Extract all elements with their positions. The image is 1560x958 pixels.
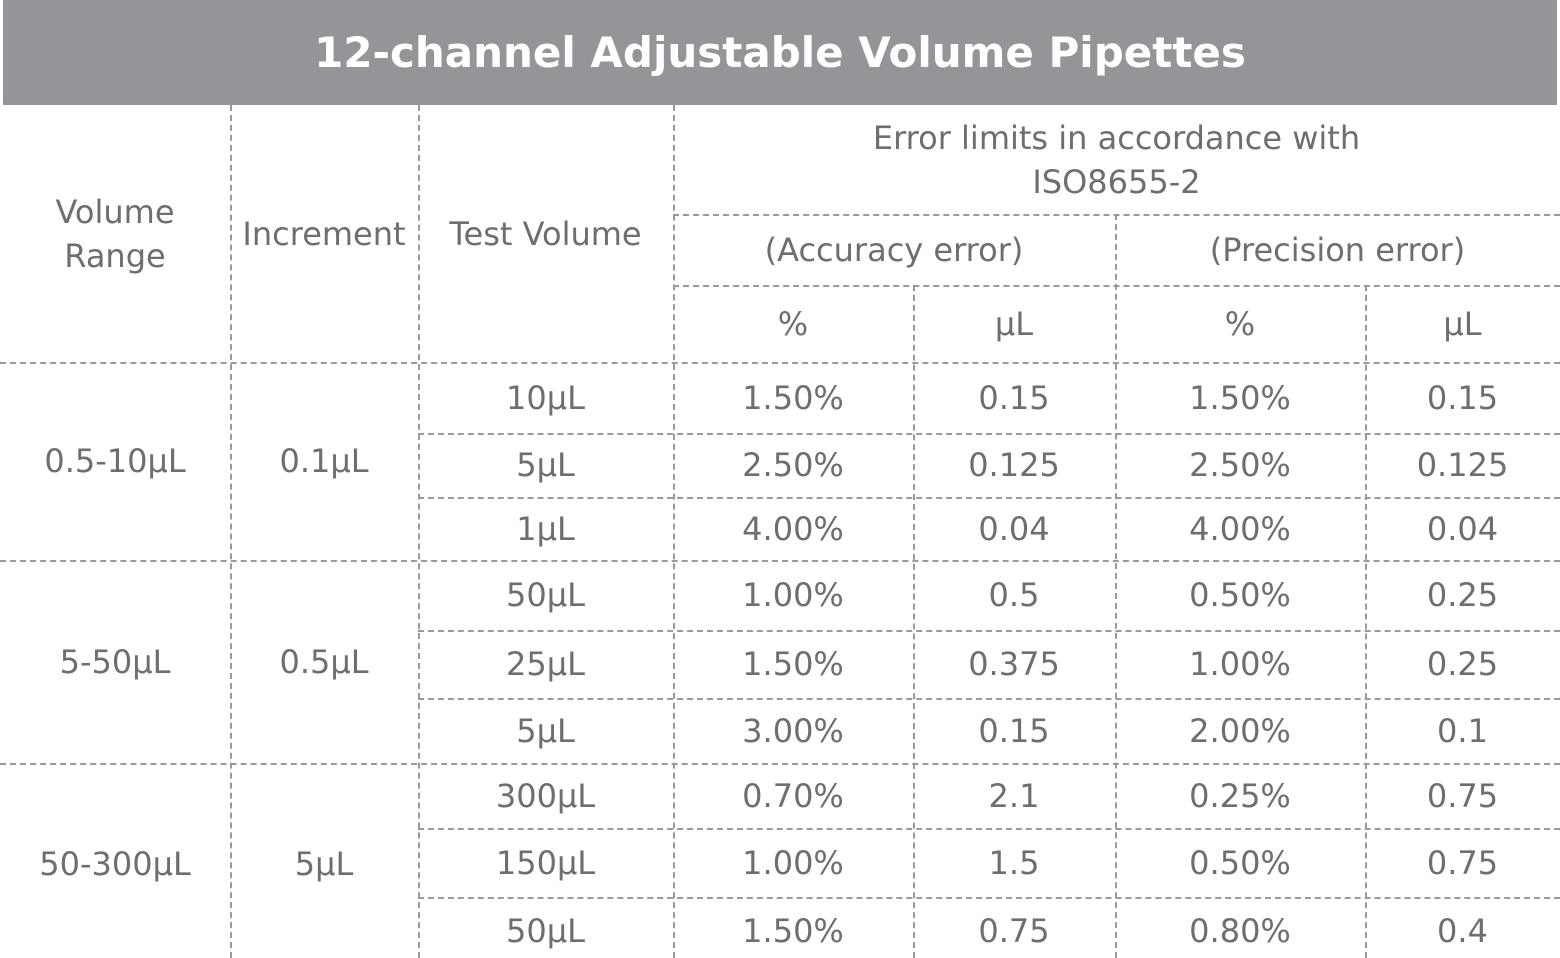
volume-range: 5-50μL: [59, 642, 171, 681]
row-divider: [418, 828, 1560, 830]
column-divider: [1115, 214, 1117, 958]
column-header: Test Volume: [449, 214, 642, 253]
table-cell: 0.70%: [742, 776, 844, 815]
table-cell: 0.125: [968, 446, 1060, 484]
table-cell: 300μL: [495, 776, 596, 815]
table-cell: 4.00%: [1189, 509, 1291, 548]
table-cell: 2.50%: [1189, 446, 1291, 484]
table-cell: 0.04: [1426, 509, 1499, 548]
row-divider: [418, 698, 1560, 700]
table-cell: 0.25%: [1189, 776, 1291, 815]
table-cell: 1.00%: [742, 576, 844, 614]
column-divider: [913, 285, 915, 958]
row-divider: [0, 763, 1560, 765]
column-divider: [673, 105, 675, 958]
table-cell: 1.50%: [1189, 378, 1291, 417]
table-cell: 0.50%: [1189, 576, 1291, 614]
table-cell: 10μL: [506, 378, 585, 417]
volume-range: 50-300μL: [39, 844, 191, 883]
table-cell: 1.5: [988, 843, 1040, 882]
table-cell: 1.50%: [742, 378, 844, 417]
volume-range: 0.5-10μL: [44, 442, 186, 480]
table-cell: 5μL: [516, 711, 575, 750]
column-header: Increment: [242, 214, 406, 253]
increment: 0.5μL: [279, 642, 369, 681]
unit-header: %: [777, 304, 809, 343]
table-cell: 4.00%: [742, 509, 844, 548]
table-cell: 5μL: [516, 446, 575, 484]
table-cell: 1.00%: [742, 843, 844, 882]
column-header: Volume Range: [55, 192, 175, 275]
table-cell: 0.25: [1426, 645, 1499, 683]
row-divider: [418, 897, 1560, 899]
unit-header: %: [1224, 304, 1256, 343]
row-divider: [0, 362, 1560, 364]
table-cell: 0.1: [1437, 711, 1488, 750]
increment: 5μL: [294, 844, 354, 883]
table-cell: 2.1: [988, 776, 1040, 815]
table-cell: 50μL: [506, 576, 585, 614]
table-cell: 1.50%: [742, 645, 844, 683]
table-cell: 0.15: [978, 378, 1050, 417]
table-cell: 0.375: [968, 645, 1060, 683]
table-cell: 50μL: [506, 911, 585, 950]
table-cell: 3.00%: [742, 711, 844, 750]
row-divider: [0, 560, 1560, 562]
increment: 0.1μL: [279, 442, 369, 480]
table-title: 12-channel Adjustable Volume Pipettes: [3, 0, 1557, 105]
table-cell: 0.15: [978, 711, 1050, 750]
table-cell: 0.25: [1426, 576, 1499, 614]
table-cell: 0.50%: [1189, 843, 1291, 882]
row-divider: [418, 433, 1560, 435]
table-cell: 0.75: [978, 911, 1050, 950]
unit-header: μL: [994, 304, 1034, 343]
table-cell: 0.125: [1416, 446, 1509, 484]
table-cell: 2.00%: [1189, 711, 1291, 750]
table-cell: 1.50%: [742, 911, 844, 950]
table-cell: 25μL: [506, 645, 585, 683]
table-cell: 1μL: [516, 509, 575, 548]
unit-header: μL: [1443, 304, 1482, 343]
column-divider: [1365, 285, 1367, 958]
table-cell: 0.15: [1426, 378, 1499, 417]
column-divider: [418, 105, 420, 958]
table-cell: 150μL: [495, 843, 596, 882]
row-divider: [418, 630, 1560, 632]
table-cell: 1.00%: [1189, 645, 1291, 683]
table-cell: 0.4: [1437, 911, 1488, 950]
table-cell: 2.50%: [742, 446, 844, 484]
table-cell: 0.75: [1426, 843, 1499, 882]
row-divider: [418, 497, 1560, 499]
table-cell: 0.5: [988, 576, 1040, 614]
column-divider: [230, 105, 232, 958]
column-header: Error limits in accordance with ISO8655-…: [872, 118, 1361, 201]
table-cell: 0.04: [978, 509, 1050, 548]
column-header: (Accuracy error): [764, 230, 1024, 269]
table-cell: 0.80%: [1189, 911, 1291, 950]
column-header: (Precision error): [1209, 230, 1466, 269]
table-cell: 0.75: [1426, 776, 1499, 815]
